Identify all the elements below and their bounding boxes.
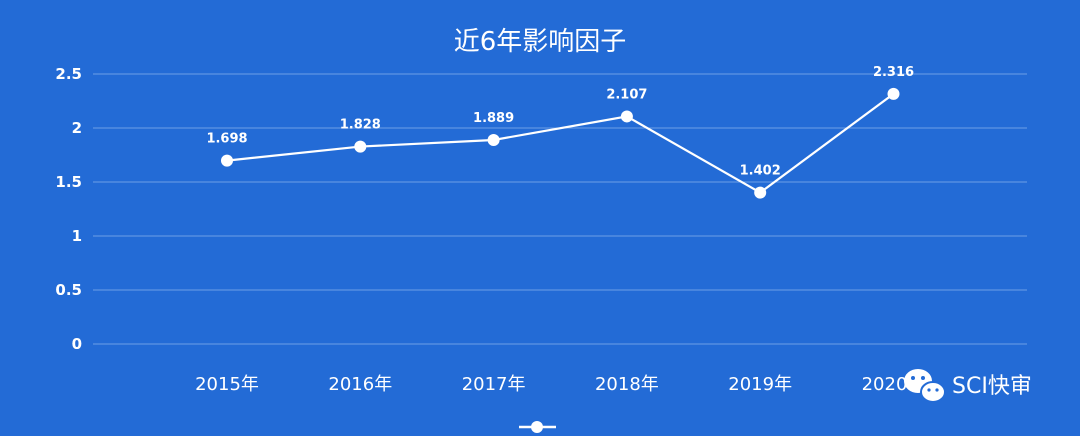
wechat-icon (904, 369, 946, 403)
data-label: 1.828 (340, 118, 381, 133)
data-point (887, 87, 900, 100)
x-tick-label: 2018年 (595, 374, 659, 395)
data-point (354, 140, 367, 153)
data-labels: 1.698 1.828 1.889 2.107 1.402 2.316 (206, 65, 914, 179)
x-axis-ticks: 2015年 2016年 2017年 2018年 2019年 2020年 (195, 374, 925, 395)
y-tick-label: 2.5 (55, 65, 82, 83)
y-tick-label: 1.5 (55, 173, 82, 191)
data-label: 1.402 (740, 164, 781, 179)
x-tick-label: 2017年 (462, 374, 526, 395)
data-label: 1.889 (473, 111, 514, 126)
chart-title: 近6年影响因子 (454, 27, 627, 57)
data-label: 2.316 (873, 65, 914, 80)
watermark-text: SCI快审 (952, 374, 1032, 399)
data-point (754, 186, 767, 199)
y-tick-label: 2 (72, 119, 82, 137)
data-label: 2.107 (606, 87, 647, 102)
series-line (226, 92, 895, 194)
y-tick-label: 1 (72, 227, 82, 245)
y-axis-ticks: 0 0.5 1 1.5 2 2.5 (55, 65, 82, 353)
legend-marker (531, 421, 543, 433)
watermark: SCI快审 (904, 369, 1032, 403)
data-label: 1.698 (206, 132, 247, 147)
x-tick-label: 2016年 (328, 374, 392, 395)
data-point (487, 133, 500, 146)
series-layer (221, 87, 900, 199)
x-tick-label: 2019年 (728, 374, 792, 395)
y-tick-label: 0.5 (55, 281, 82, 299)
legend (519, 421, 556, 433)
data-point (221, 154, 233, 167)
x-tick-label: 2015年 (195, 374, 259, 395)
y-tick-label: 0 (72, 335, 82, 353)
grid-layer (93, 73, 1027, 345)
data-point (620, 110, 633, 123)
